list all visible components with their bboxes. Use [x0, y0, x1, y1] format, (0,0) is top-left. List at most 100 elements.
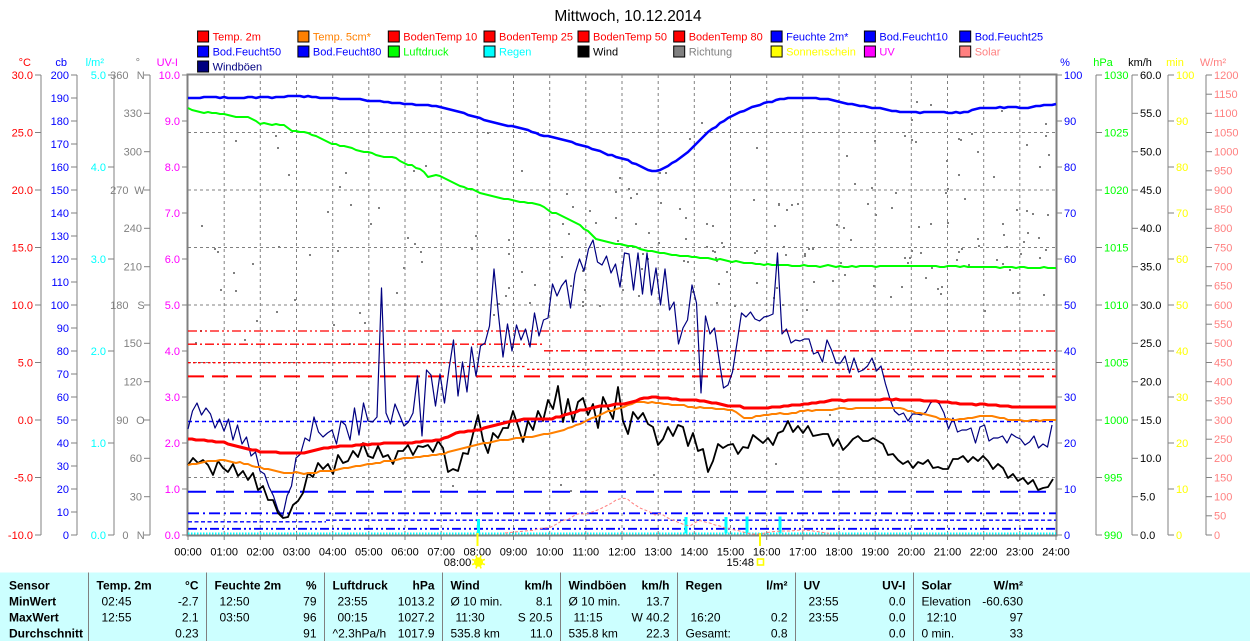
svg-text:91: 91 — [303, 627, 317, 641]
svg-text:55.0: 55.0 — [1140, 108, 1161, 120]
svg-text:120: 120 — [124, 377, 142, 389]
svg-text:Richtung: Richtung — [689, 47, 732, 59]
svg-text:2.0: 2.0 — [165, 438, 180, 450]
svg-text:Windböen: Windböen — [213, 62, 263, 74]
svg-text:13:00: 13:00 — [644, 546, 672, 558]
svg-text:2.1: 2.1 — [182, 611, 199, 625]
svg-text:^2.3hPa/h: ^2.3hPa/h — [333, 627, 387, 641]
svg-text:Solar: Solar — [975, 47, 1001, 59]
svg-text:5.0: 5.0 — [165, 300, 180, 312]
svg-text:Sonnenschein: Sonnenschein — [786, 47, 856, 59]
svg-text:09:00: 09:00 — [500, 546, 528, 558]
svg-text:50.0: 50.0 — [1140, 147, 1161, 159]
svg-text:900: 900 — [1214, 185, 1232, 197]
svg-text:km/h: km/h — [641, 579, 669, 593]
svg-text:400: 400 — [1214, 377, 1232, 389]
svg-text:02:00: 02:00 — [247, 546, 275, 558]
svg-text:100: 100 — [1214, 492, 1232, 504]
svg-text:W 40.2: W 40.2 — [631, 611, 669, 625]
svg-text:300: 300 — [1214, 415, 1232, 427]
svg-text:11:30: 11:30 — [456, 611, 485, 625]
svg-text:W/m²: W/m² — [1200, 57, 1227, 69]
svg-text:20: 20 — [1064, 438, 1076, 450]
svg-text:18:00: 18:00 — [825, 546, 853, 558]
svg-text:km/h: km/h — [524, 579, 552, 593]
svg-text:23:55: 23:55 — [338, 595, 368, 609]
svg-text:190: 190 — [51, 93, 69, 105]
svg-text:20: 20 — [57, 484, 69, 496]
svg-text:10.0: 10.0 — [1140, 453, 1161, 465]
svg-text:90: 90 — [1064, 116, 1076, 128]
svg-text:11:15: 11:15 — [574, 611, 603, 625]
svg-text:Durchschnitt: Durchschnitt — [9, 627, 83, 641]
svg-text:1017.9: 1017.9 — [398, 627, 435, 641]
svg-text:Regen: Regen — [686, 579, 723, 593]
svg-text:0.0: 0.0 — [889, 595, 906, 609]
svg-text:1.0: 1.0 — [91, 438, 106, 450]
svg-text:BodenTemp 25: BodenTemp 25 — [499, 32, 573, 44]
svg-text:0: 0 — [122, 530, 128, 542]
svg-text:7.0: 7.0 — [165, 208, 180, 220]
svg-text:995: 995 — [1104, 472, 1122, 484]
svg-text:-10.0: -10.0 — [8, 530, 33, 542]
svg-text:60: 60 — [130, 453, 142, 465]
svg-text:22.3: 22.3 — [646, 627, 670, 641]
svg-text:Luftdruck: Luftdruck — [333, 579, 389, 593]
svg-text:Wind: Wind — [451, 579, 480, 593]
svg-text:10.0: 10.0 — [159, 70, 180, 82]
svg-text:950: 950 — [1214, 166, 1232, 178]
svg-text:01:00: 01:00 — [210, 546, 238, 558]
svg-text:170: 170 — [51, 139, 69, 151]
svg-text:850: 850 — [1214, 204, 1232, 216]
svg-text:16:00: 16:00 — [753, 546, 781, 558]
svg-text:12:55: 12:55 — [102, 611, 132, 625]
svg-text:535.8 km: 535.8 km — [451, 627, 500, 641]
svg-text:°C: °C — [185, 579, 199, 593]
svg-text:100: 100 — [51, 300, 69, 312]
svg-text:00:00: 00:00 — [174, 546, 202, 558]
svg-text:60: 60 — [57, 392, 69, 404]
svg-text:Temp. 5cm*: Temp. 5cm* — [313, 32, 372, 44]
svg-text:MaxWert: MaxWert — [9, 611, 59, 625]
svg-text:6.0: 6.0 — [165, 254, 180, 266]
svg-text:-2.7: -2.7 — [178, 595, 199, 609]
svg-text:23:55: 23:55 — [809, 611, 839, 625]
svg-text:08:00: 08:00 — [444, 557, 472, 569]
svg-text:50: 50 — [1214, 511, 1226, 523]
svg-text:50: 50 — [1064, 300, 1076, 312]
svg-text:750: 750 — [1214, 242, 1232, 254]
svg-text:1030: 1030 — [1104, 70, 1128, 82]
svg-text:16:20: 16:20 — [691, 611, 721, 625]
svg-text:UV-I: UV-I — [882, 579, 905, 593]
svg-text:100: 100 — [1064, 70, 1082, 82]
svg-text:250: 250 — [1214, 434, 1232, 446]
svg-text:N: N — [137, 530, 145, 542]
svg-text:800: 800 — [1214, 223, 1232, 235]
svg-text:450: 450 — [1214, 357, 1232, 369]
svg-text:15:48: 15:48 — [726, 557, 754, 569]
svg-text:70: 70 — [57, 369, 69, 381]
svg-text:22:00: 22:00 — [970, 546, 998, 558]
svg-text:0.0: 0.0 — [165, 530, 180, 542]
svg-text:N: N — [137, 70, 145, 82]
svg-text:Feuchte 2m*: Feuchte 2m* — [786, 32, 849, 44]
svg-text:5.0: 5.0 — [1140, 492, 1155, 504]
svg-text:19:00: 19:00 — [861, 546, 889, 558]
svg-text:11.0: 11.0 — [530, 627, 553, 641]
svg-text:15:00: 15:00 — [717, 546, 745, 558]
svg-text:50: 50 — [1176, 300, 1188, 312]
svg-text:120: 120 — [51, 254, 69, 266]
svg-text:60.0: 60.0 — [1140, 70, 1161, 82]
svg-text:700: 700 — [1214, 262, 1232, 274]
svg-text:l/m²: l/m² — [766, 579, 787, 593]
svg-text:30: 30 — [1176, 392, 1188, 404]
svg-text:150: 150 — [51, 185, 69, 197]
svg-text:0.0: 0.0 — [1140, 530, 1155, 542]
svg-text:500: 500 — [1214, 338, 1232, 350]
svg-text:12:00: 12:00 — [608, 546, 636, 558]
svg-text:40.0: 40.0 — [1140, 223, 1161, 235]
svg-text:10.0: 10.0 — [12, 300, 33, 312]
svg-text:330: 330 — [124, 108, 142, 120]
svg-text:l/m²: l/m² — [86, 57, 105, 69]
svg-text:23:55: 23:55 — [809, 595, 839, 609]
